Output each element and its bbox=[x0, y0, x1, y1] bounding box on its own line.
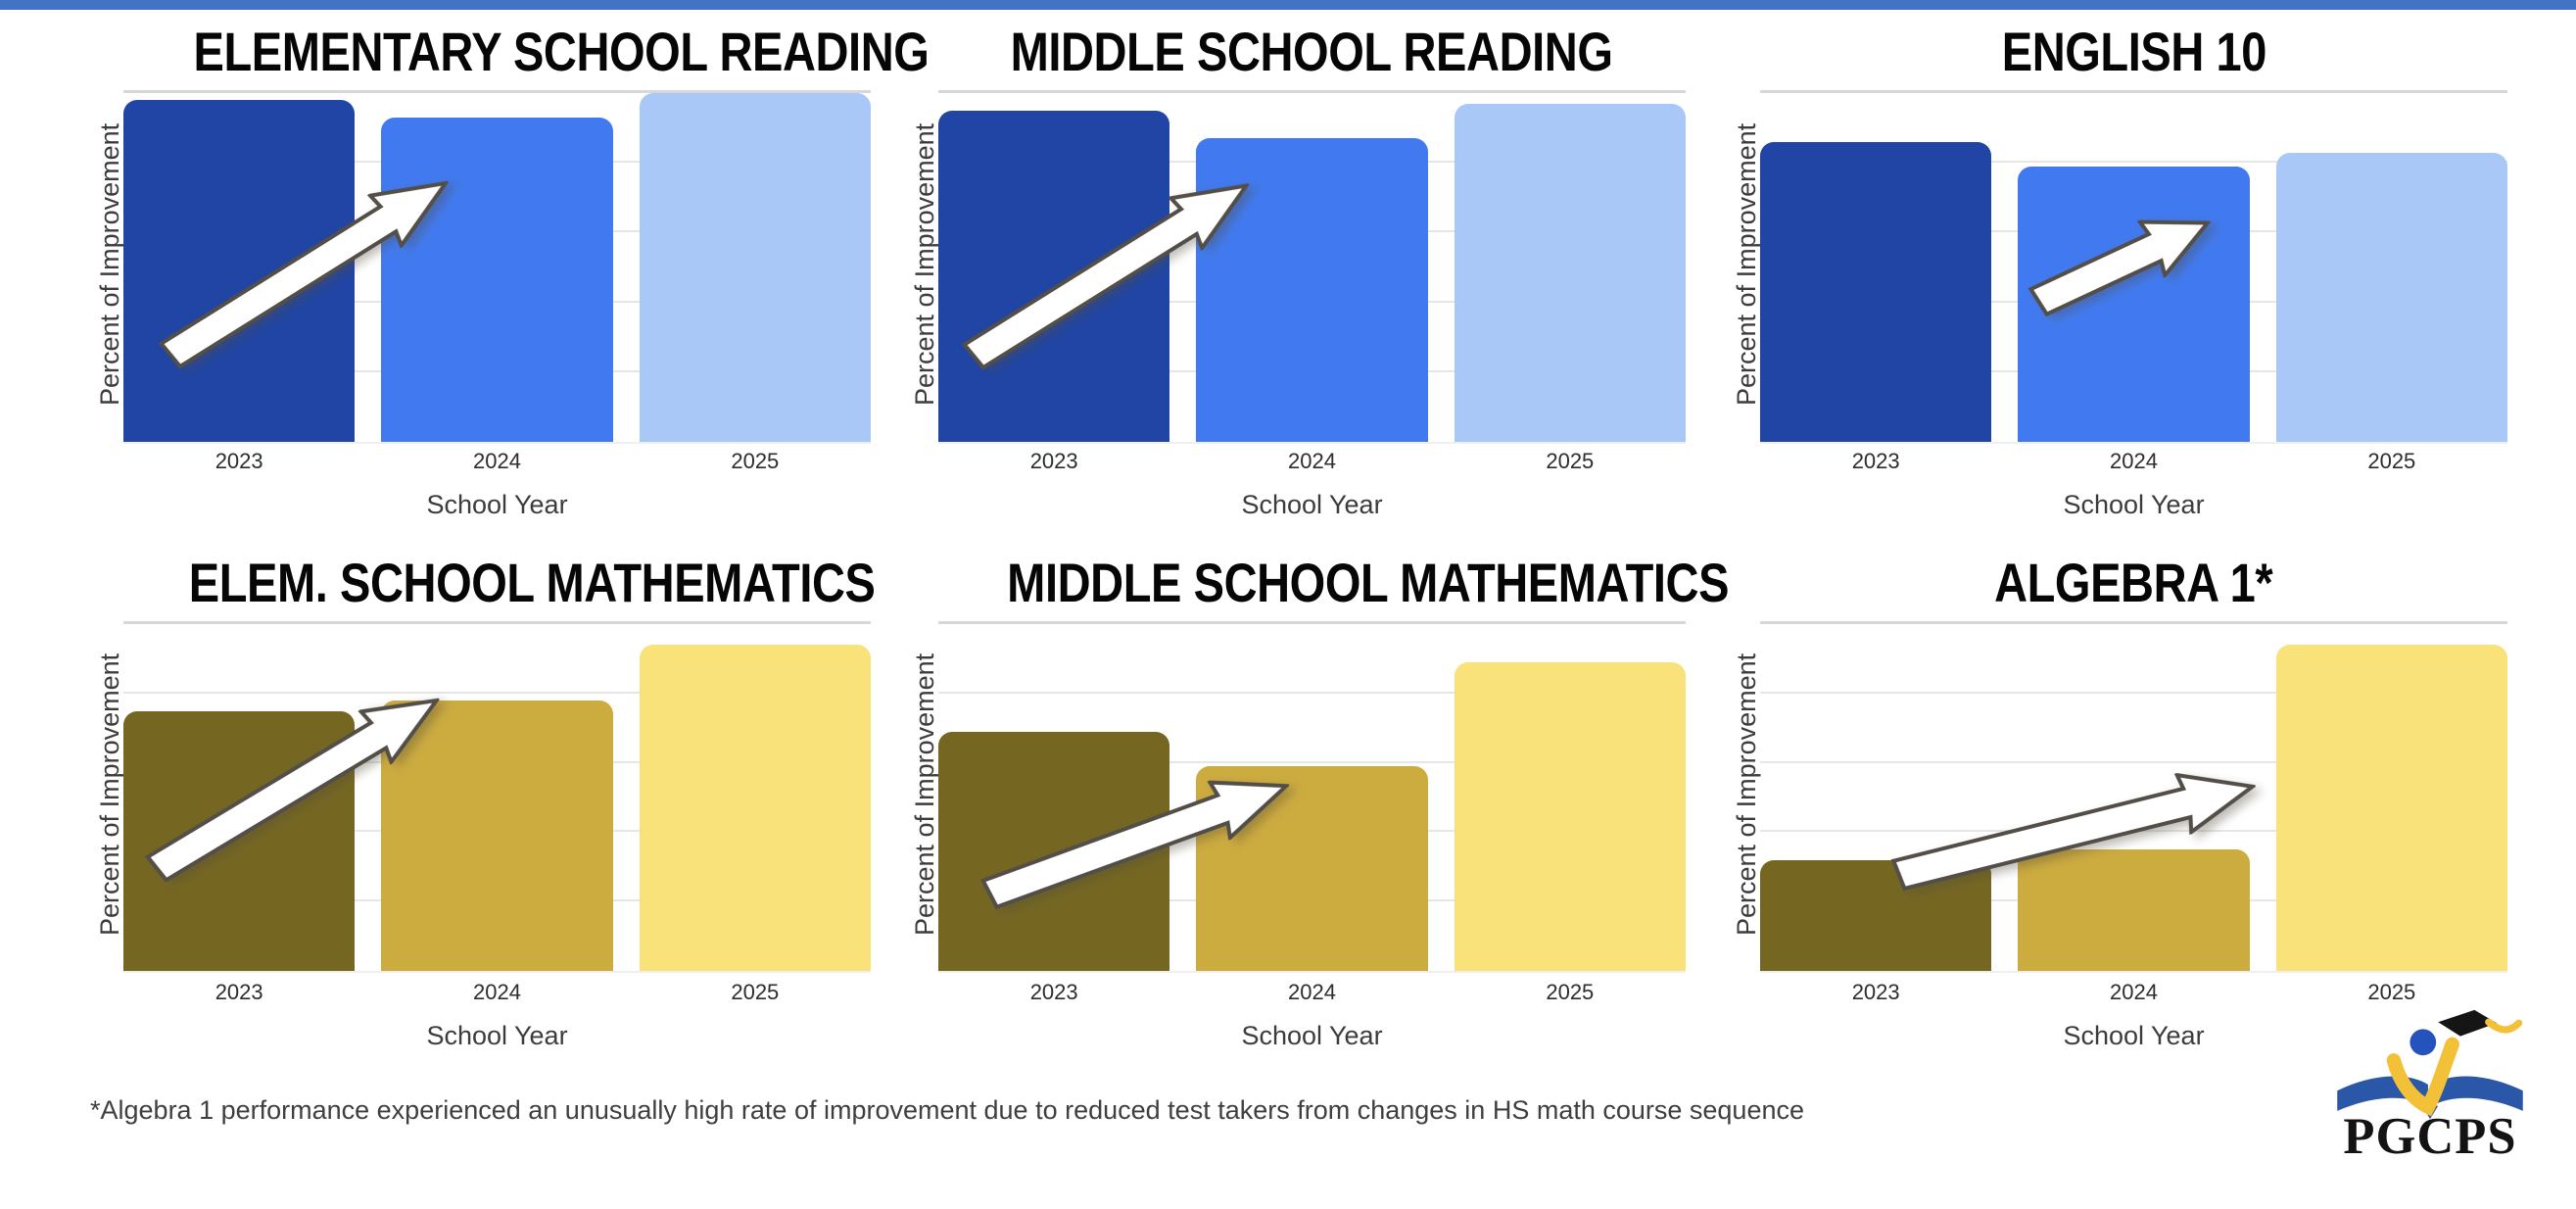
logo-person-body bbox=[2386, 1037, 2459, 1117]
chart-middle-school-reading: MIDDLE SCHOOL READING Percent of Improve… bbox=[908, 14, 1701, 543]
x-tick: 2025 bbox=[1546, 449, 1595, 473]
bar-2025 bbox=[1454, 103, 1686, 442]
gridline bbox=[1760, 161, 2507, 164]
logo-cap-tassel bbox=[2485, 1018, 2523, 1034]
x-axis-ticks: 2023 2024 2025 bbox=[1760, 449, 2507, 474]
y-axis-label: Percent of Improvement bbox=[1732, 122, 1761, 407]
x-axis-ticks: 2023 2024 2025 bbox=[1760, 980, 2507, 1005]
gridline bbox=[938, 691, 1686, 694]
x-tick: 2024 bbox=[1288, 980, 1336, 1004]
footnote-text: *Algebra 1 performance experienced an un… bbox=[90, 1095, 1804, 1125]
bar-group bbox=[123, 624, 871, 971]
y-axis-label: Percent of Improvement bbox=[95, 653, 124, 937]
x-tick: 2023 bbox=[1029, 980, 1078, 1004]
chart-elementary-school-mathematics: ELEM. SCHOOL MATHEMATICS Percent of Impr… bbox=[93, 545, 886, 1074]
plot-area bbox=[1760, 621, 2507, 973]
x-axis-title: School Year bbox=[426, 490, 568, 519]
x-tick: 2025 bbox=[2367, 980, 2416, 1004]
x-tick: 2023 bbox=[215, 449, 263, 473]
y-axis-label: Percent of Improvement bbox=[910, 653, 939, 937]
chart-title: ELEM. SCHOOL MATHEMATICS bbox=[188, 552, 876, 613]
plot-area bbox=[938, 90, 1686, 444]
chart-title: ENGLISH 10 bbox=[2001, 21, 2266, 82]
x-tick: 2023 bbox=[1029, 449, 1078, 473]
x-axis-ticks: 2023 2024 2025 bbox=[938, 449, 1686, 474]
logo-text: PGCPS bbox=[2343, 1108, 2516, 1160]
bar-2024 bbox=[2018, 849, 2250, 971]
chart-title: ALGEBRA 1* bbox=[1994, 552, 2273, 613]
bar-2025 bbox=[2275, 645, 2507, 971]
trend-arrow-icon bbox=[158, 180, 451, 369]
bar-2023 bbox=[1760, 859, 1992, 971]
logo-book-right bbox=[2432, 1076, 2523, 1111]
bar-2024 bbox=[381, 700, 613, 971]
plot-area bbox=[938, 621, 1686, 973]
x-axis-ticks: 2023 2024 2025 bbox=[123, 980, 871, 1005]
x-tick: 2025 bbox=[731, 980, 780, 1004]
plot-area bbox=[1760, 90, 2507, 444]
x-axis-title: School Year bbox=[2063, 490, 2205, 519]
plot-area bbox=[123, 621, 871, 973]
bar-group bbox=[1760, 624, 2507, 971]
trend-arrow-icon bbox=[2027, 219, 2212, 317]
x-tick: 2023 bbox=[215, 980, 263, 1004]
logo-grad-cap bbox=[2438, 1009, 2497, 1037]
chart-elementary-school-reading: ELEMENTARY SCHOOL READING Percent of Imp… bbox=[93, 14, 930, 543]
chart-middle-school-mathematics: MIDDLE SCHOOL MATHEMATICS Percent of Imp… bbox=[908, 545, 1730, 1074]
trend-arrow-icon bbox=[961, 182, 1251, 370]
bar-2025 bbox=[2275, 152, 2507, 442]
x-tick: 2025 bbox=[2367, 449, 2416, 473]
x-tick: 2024 bbox=[1288, 449, 1336, 473]
chart-title: MIDDLE SCHOOL READING bbox=[1011, 21, 1613, 82]
gridline bbox=[1760, 691, 2507, 694]
x-tick: 2024 bbox=[2110, 449, 2158, 473]
x-axis-title: School Year bbox=[2063, 1021, 2205, 1050]
x-tick: 2024 bbox=[473, 980, 521, 1004]
x-tick: 2024 bbox=[2110, 980, 2158, 1004]
gridline bbox=[938, 760, 1686, 763]
chart-algebra-1: ALGEBRA 1* Percent of Improvement 2023 2… bbox=[1730, 545, 2523, 1074]
x-tick: 2023 bbox=[1851, 980, 1900, 1004]
chart-title: ELEMENTARY SCHOOL READING bbox=[193, 21, 930, 82]
x-axis-ticks: 2023 2024 2025 bbox=[938, 980, 1686, 1005]
top-accent-bar bbox=[0, 0, 2576, 10]
bar-2025 bbox=[639, 93, 871, 442]
logo-person-head bbox=[2409, 1029, 2437, 1056]
trend-arrow-icon bbox=[144, 698, 442, 883]
x-tick: 2023 bbox=[1851, 449, 1900, 473]
pgcps-logo: PGCPS bbox=[2337, 1009, 2523, 1160]
trend-arrow-icon bbox=[979, 780, 1292, 910]
gridline bbox=[1760, 760, 2507, 763]
bar-2024 bbox=[381, 117, 613, 442]
chart-english-10: ENGLISH 10 Percent of Improvement 2023 2… bbox=[1730, 14, 2523, 543]
x-axis-title: School Year bbox=[1241, 490, 1383, 519]
bar-group bbox=[938, 93, 1686, 442]
gridline bbox=[123, 691, 871, 694]
bar-group bbox=[1760, 93, 2507, 442]
y-axis-label: Percent of Improvement bbox=[1732, 653, 1761, 937]
bar-2025 bbox=[1454, 661, 1686, 971]
chart-title: MIDDLE SCHOOL MATHEMATICS bbox=[1007, 552, 1730, 613]
x-tick: 2024 bbox=[473, 449, 521, 473]
plot-area bbox=[123, 90, 871, 444]
x-tick: 2025 bbox=[731, 449, 780, 473]
bar-2025 bbox=[639, 645, 871, 971]
y-axis-label: Percent of Improvement bbox=[910, 122, 939, 407]
x-axis-title: School Year bbox=[426, 1021, 568, 1050]
y-axis-label: Percent of Improvement bbox=[95, 122, 124, 407]
x-axis-ticks: 2023 2024 2025 bbox=[123, 449, 871, 474]
bar-group bbox=[123, 93, 871, 442]
bar-group bbox=[938, 624, 1686, 971]
x-tick: 2025 bbox=[1546, 980, 1595, 1004]
trend-arrow-icon bbox=[1890, 772, 2258, 892]
x-axis-title: School Year bbox=[1241, 1021, 1383, 1050]
bar-2023 bbox=[1760, 141, 1992, 442]
